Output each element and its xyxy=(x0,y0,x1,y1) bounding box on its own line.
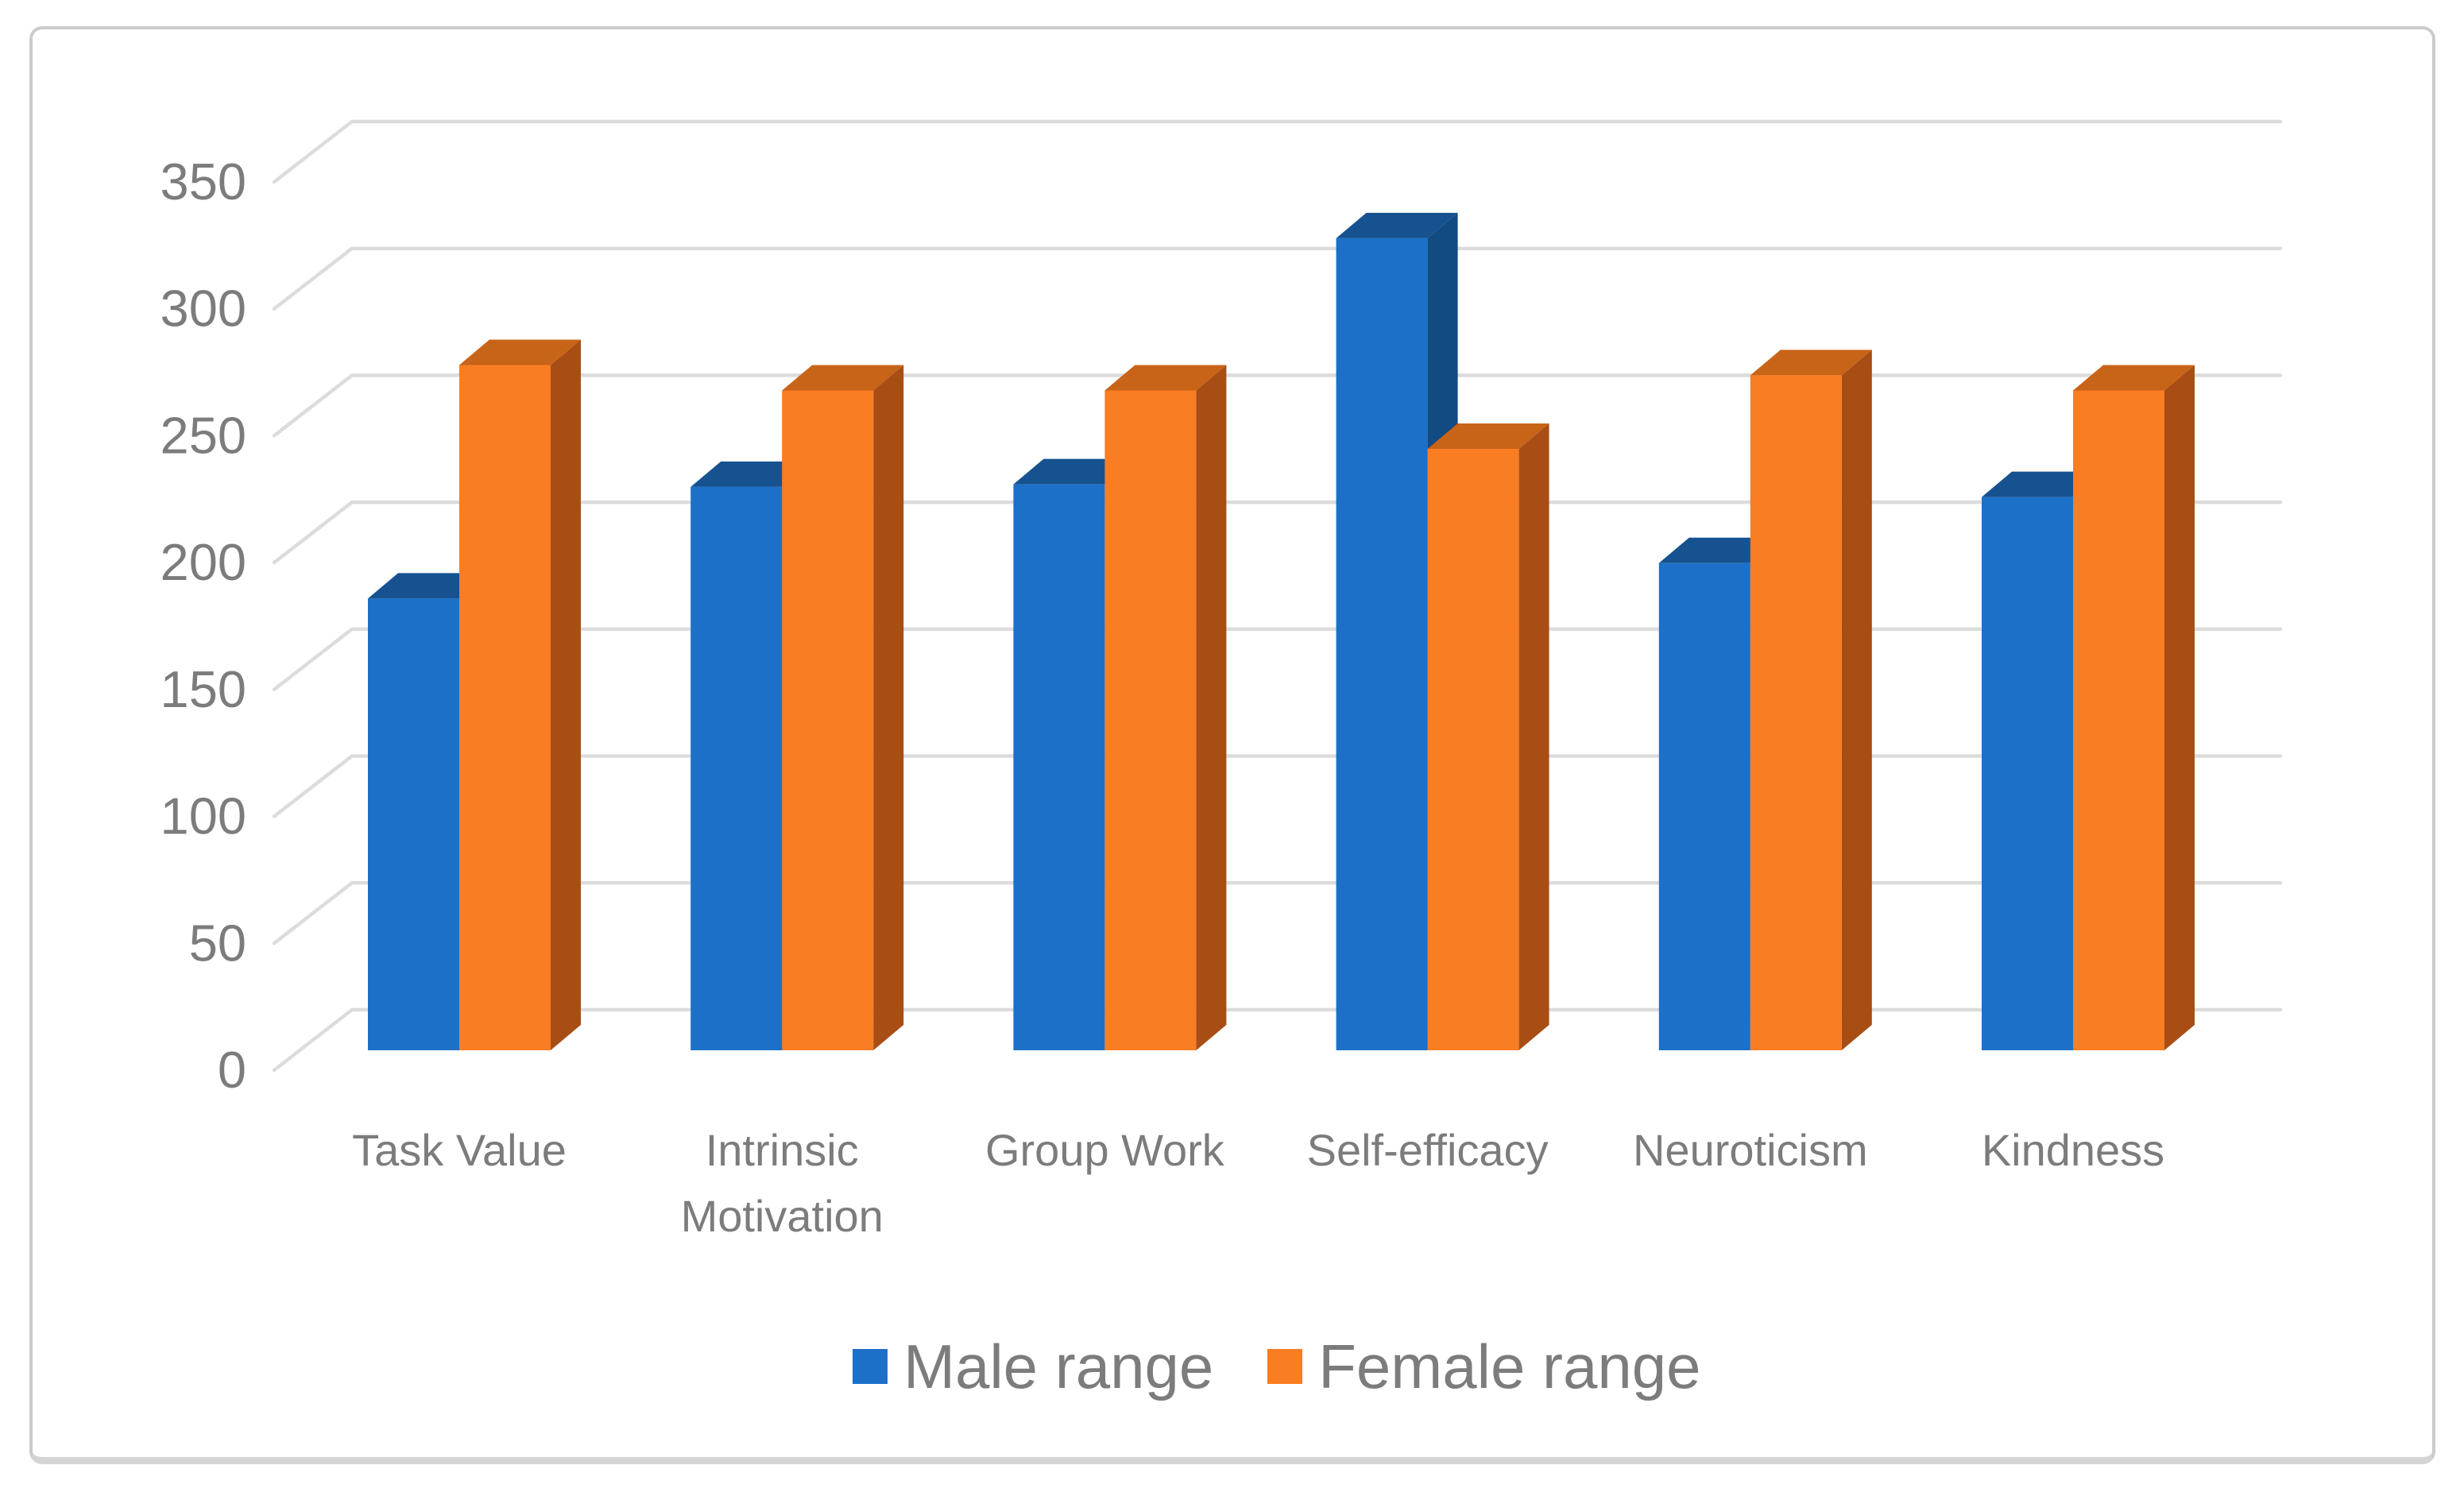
y-axis-tick-150: 150 xyxy=(161,660,246,718)
category-label-intrinsic-motivation-line1: Intrinsic xyxy=(706,1125,859,1175)
bar-female-range-self-efficacy xyxy=(1427,423,1549,1050)
bar-female-range-kindness xyxy=(2073,365,2195,1050)
category-label-neuroticism: Neuroticism xyxy=(1633,1125,1868,1175)
gridline-0 xyxy=(272,1007,2283,1073)
gridline-300 xyxy=(272,246,2283,311)
bar-female-range-neuroticism xyxy=(1750,350,1872,1050)
y-axis-tick-350: 350 xyxy=(161,153,246,211)
bar-female-range-task-value xyxy=(459,339,581,1050)
legend: Male range Female range xyxy=(853,1335,1701,1398)
category-label-group-work: Group Work xyxy=(985,1125,1225,1175)
y-axis-tick-250: 250 xyxy=(161,406,246,464)
category-label-self-efficacy: Self-efficacy xyxy=(1307,1125,1549,1175)
category-label-kindness: Kindness xyxy=(1982,1125,2164,1175)
gridline-50 xyxy=(272,881,2283,945)
gridline-350 xyxy=(272,119,2283,184)
male-range-legend-label: Male range xyxy=(903,1332,1214,1401)
legend-item-male-range: Male range xyxy=(853,1335,1213,1397)
gridline-250 xyxy=(272,373,2283,438)
gridline-200 xyxy=(272,500,2283,565)
legend-item-female-range: Female range xyxy=(1267,1332,1701,1401)
category-label-task-value: Task Value xyxy=(352,1125,567,1175)
y-axis-tick-200: 200 xyxy=(161,533,246,591)
y-axis-tick-50: 50 xyxy=(189,914,246,972)
y-axis-tick-100: 100 xyxy=(161,787,246,845)
y-axis-tick-300: 300 xyxy=(161,280,246,338)
female-range-legend-label: Female range xyxy=(1318,1332,1701,1401)
category-label-intrinsic-motivation-line2: Motivation xyxy=(681,1191,884,1241)
y-axis-tick-0: 0 xyxy=(218,1041,246,1099)
gridline-100 xyxy=(272,754,2283,818)
female-range-swatch-icon xyxy=(1267,1349,1303,1384)
gridline-150 xyxy=(272,627,2283,692)
bar-female-range-intrinsic-motivation xyxy=(782,365,904,1050)
male-range-swatch-icon xyxy=(853,1349,888,1384)
bar-female-range-group-work xyxy=(1104,365,1227,1050)
